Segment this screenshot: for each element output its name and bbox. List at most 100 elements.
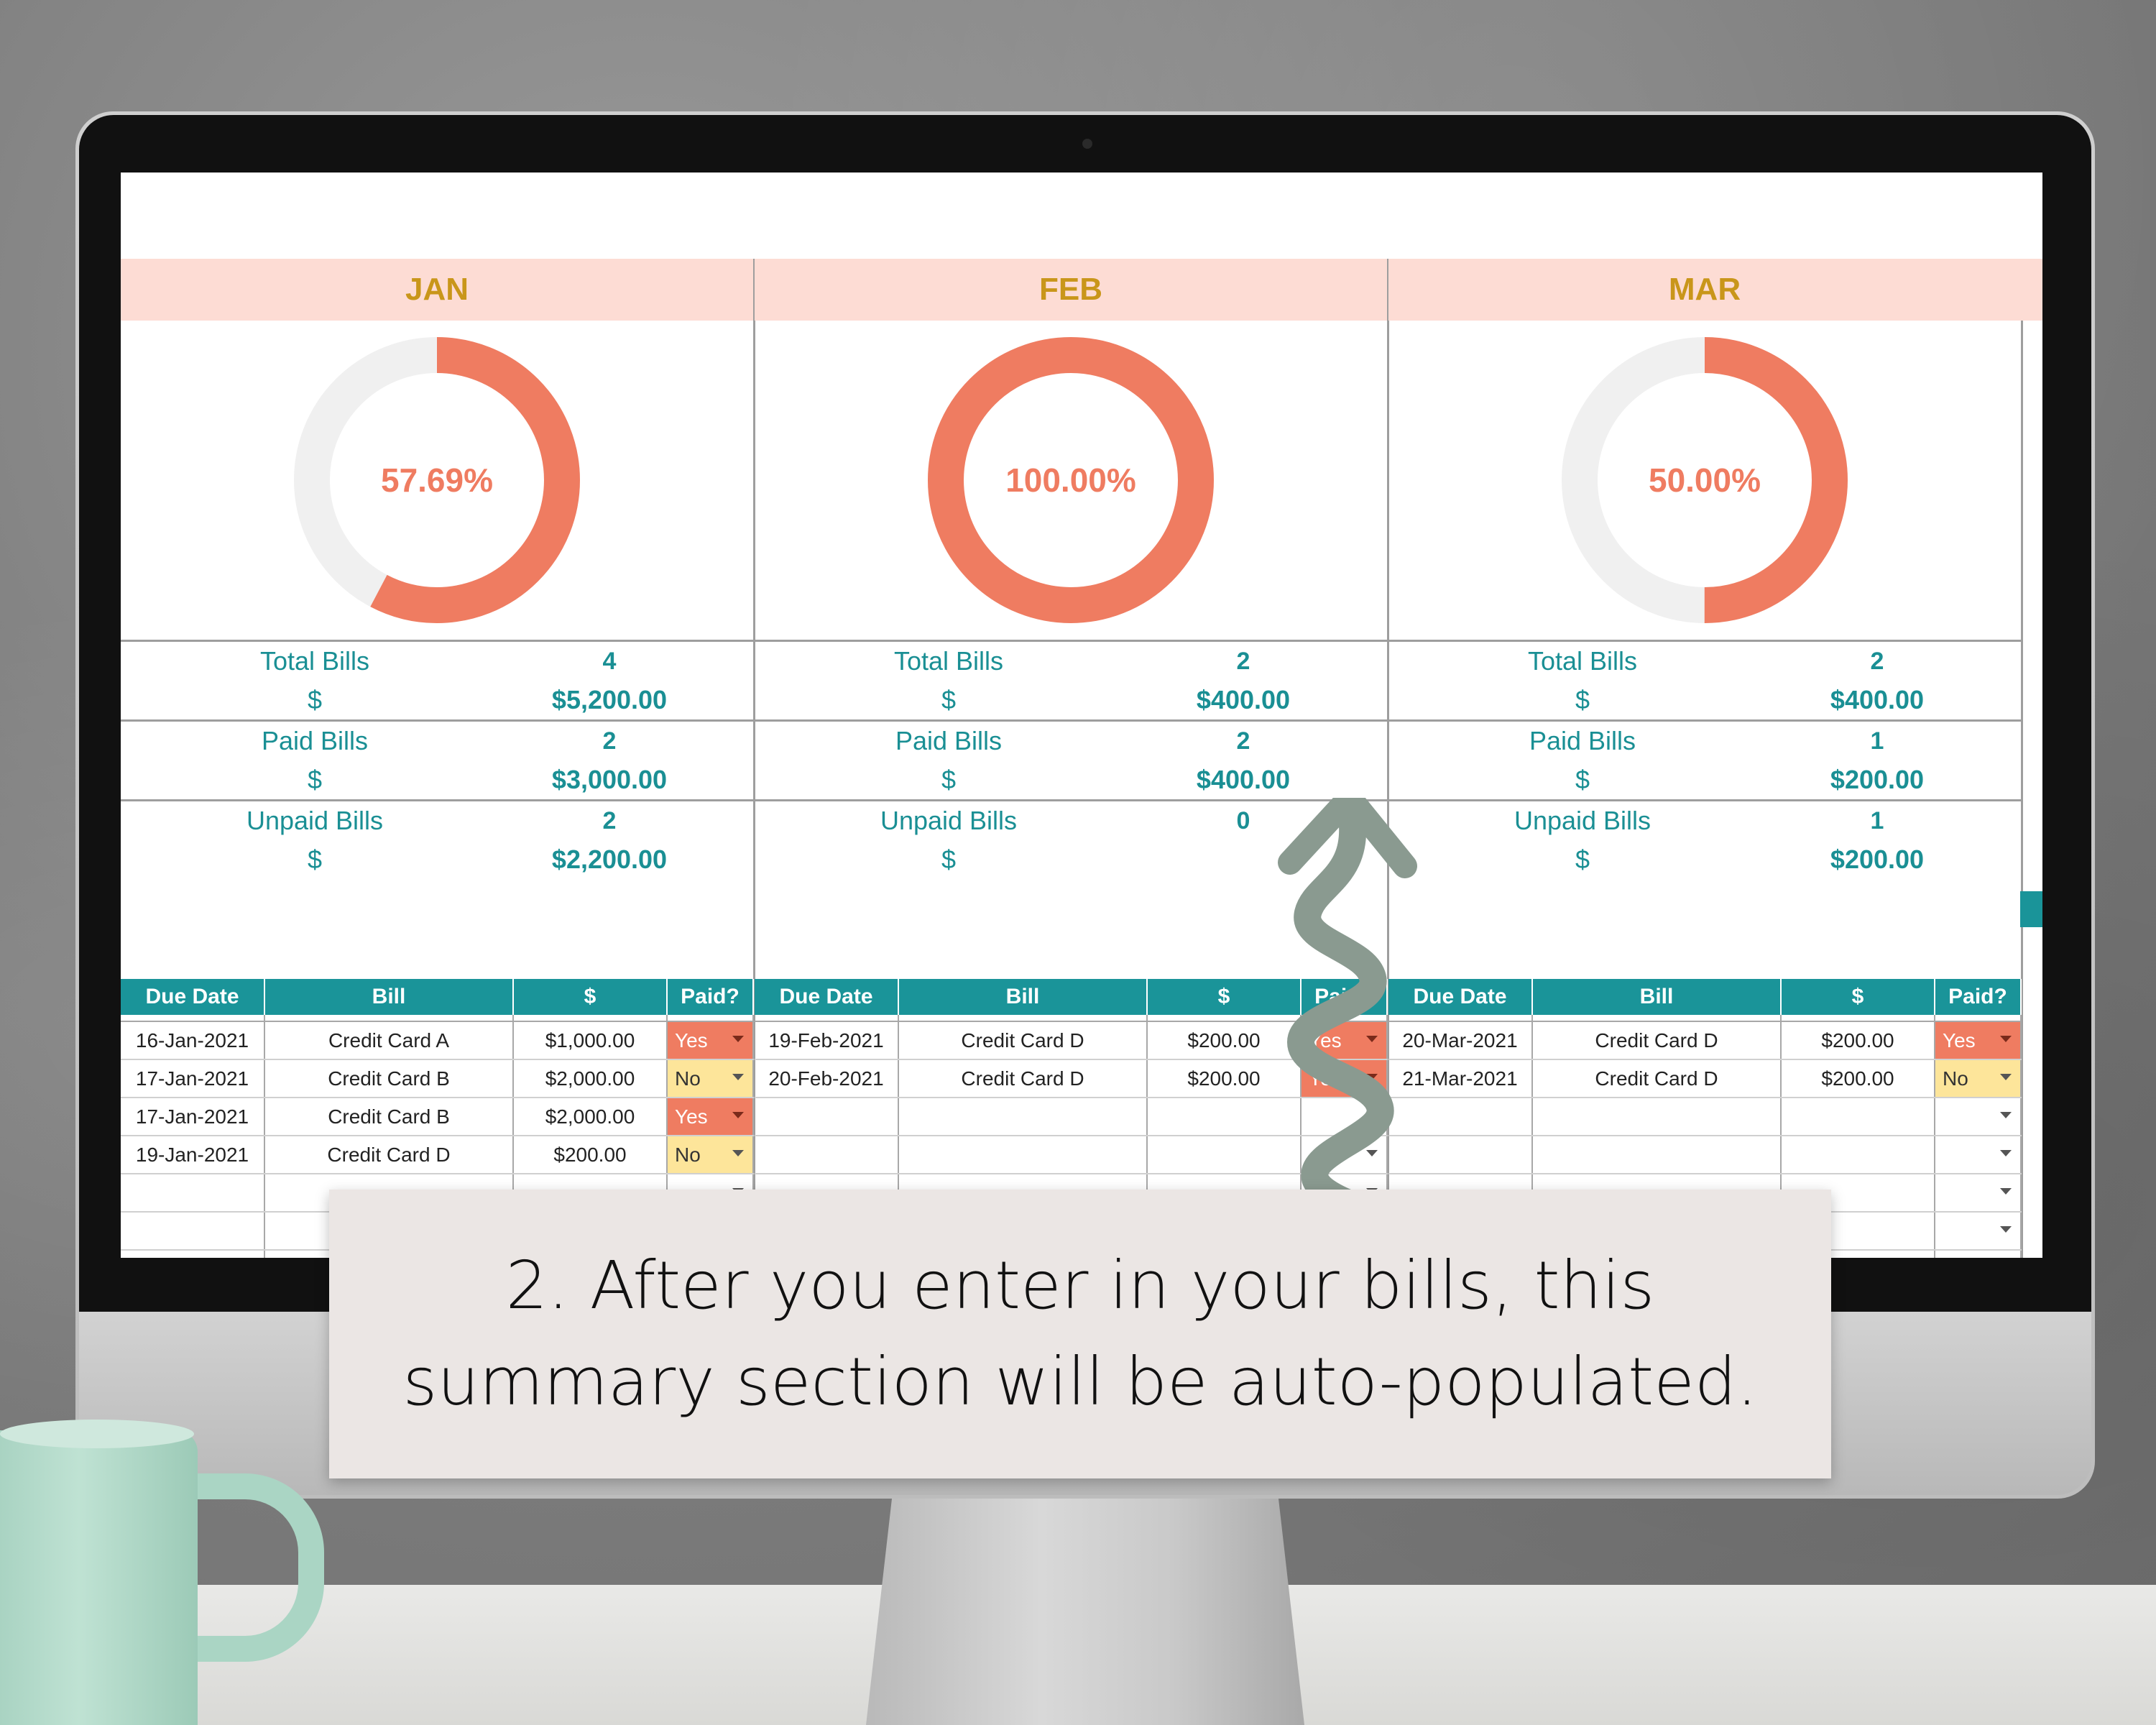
table-row: 20-Mar-2021 Credit Card D $200.00 Yes xyxy=(1388,1021,2022,1060)
cell-date[interactable]: 20-Mar-2021 xyxy=(1388,1021,1533,1060)
cell-amount[interactable] xyxy=(1781,1136,1935,1174)
stat-amount: $3,000.00 xyxy=(551,765,668,794)
donut-chart: 57.69% xyxy=(121,321,753,642)
cell-amount[interactable]: $1,000.00 xyxy=(513,1021,668,1060)
cell-bill[interactable]: Credit Card D xyxy=(898,1021,1148,1060)
month-panel-mar: MAR 50.00% Total Bills $2 $400.00 Paid Bills $… xyxy=(1388,259,2023,1258)
paid-dropdown[interactable]: Yes xyxy=(667,1021,754,1060)
chevron-down-icon[interactable] xyxy=(1366,1150,1378,1156)
cell-date[interactable] xyxy=(755,1136,899,1174)
paid-dropdown[interactable] xyxy=(1935,1136,2022,1174)
donut-chart: 50.00% xyxy=(1388,321,2021,642)
stat-label: Unpaid Bills xyxy=(1514,806,1651,835)
cell-date[interactable] xyxy=(121,1212,265,1251)
paid-dropdown[interactable] xyxy=(1935,1174,2022,1213)
month-title: MAR xyxy=(1388,259,2021,321)
cell-bill[interactable]: Credit Card B xyxy=(264,1098,514,1136)
chevron-down-icon[interactable] xyxy=(2000,1036,2012,1042)
stat-count: 2 xyxy=(1236,648,1250,675)
cell-amount[interactable] xyxy=(1781,1250,1935,1258)
cell-date[interactable] xyxy=(755,1098,899,1136)
paid-dropdown[interactable] xyxy=(1935,1250,2022,1258)
cell-bill[interactable] xyxy=(898,1136,1148,1174)
cell-bill[interactable]: Credit Card A xyxy=(264,1021,514,1060)
cell-bill[interactable]: Credit Card D xyxy=(264,1136,514,1174)
cell-date[interactable]: 19-Jan-2021 xyxy=(121,1136,265,1174)
cell-amount[interactable]: $200.00 xyxy=(1147,1021,1302,1060)
chevron-down-icon[interactable] xyxy=(2000,1074,2012,1080)
camera-icon xyxy=(1082,139,1092,149)
stat-currency: $ xyxy=(941,685,957,714)
cell-date[interactable] xyxy=(121,1174,265,1213)
paid-dropdown[interactable]: Yes xyxy=(667,1098,754,1136)
cell-bill[interactable]: Credit Card D xyxy=(1532,1021,1782,1060)
paid-value: Yes xyxy=(675,1105,708,1128)
paid-dropdown[interactable] xyxy=(1935,1098,2022,1136)
column-header-date: Due Date xyxy=(1388,979,1533,1015)
cell-amount[interactable]: $200.00 xyxy=(513,1136,668,1174)
chevron-down-icon[interactable] xyxy=(2000,1226,2012,1233)
chevron-down-icon[interactable] xyxy=(732,1150,744,1156)
chevron-down-icon[interactable] xyxy=(2000,1188,2012,1195)
stat-amount: $400.00 xyxy=(1830,685,1925,714)
cell-date[interactable]: 20-Feb-2021 xyxy=(755,1059,899,1098)
column-header-amount: $ xyxy=(1147,979,1302,1015)
stat-amount: $400.00 xyxy=(1196,685,1291,714)
cell-bill[interactable]: Credit Card D xyxy=(898,1059,1148,1098)
cell-bill[interactable]: Credit Card B xyxy=(264,1059,514,1098)
stat-label: Paid Bills xyxy=(261,726,369,755)
cell-bill[interactable] xyxy=(898,1098,1148,1136)
cell-date[interactable]: 17-Jan-2021 xyxy=(121,1098,265,1136)
stat-label: Unpaid Bills xyxy=(880,806,1018,835)
bills-table: Due Date Bill $ Paid? 20-Mar-2021 Credit Card… xyxy=(1388,979,2022,1258)
stat-total-bills: Total Bills $2 $400.00 xyxy=(755,642,1387,722)
stat-currency: $ xyxy=(307,685,323,714)
cell-bill[interactable] xyxy=(1532,1098,1782,1136)
column-header-paid: Paid? xyxy=(667,979,754,1015)
table-row: 19-Feb-2021 Credit Card D $200.00 Yes xyxy=(755,1021,1388,1060)
table-row: 16-Jan-2021 Credit Card A $1,000.00 Yes xyxy=(121,1021,754,1060)
stat-amount: $200.00 xyxy=(1830,765,1925,794)
cell-amount[interactable]: $2,000.00 xyxy=(513,1098,668,1136)
stat-label: Total Bills xyxy=(259,646,370,676)
cell-date[interactable]: 17-Jan-2021 xyxy=(121,1059,265,1098)
chevron-down-icon[interactable] xyxy=(2000,1112,2012,1118)
cell-amount[interactable] xyxy=(1147,1098,1302,1136)
chevron-down-icon[interactable] xyxy=(1366,1036,1378,1042)
stat-paid-bills: Paid Bills $1 $200.00 xyxy=(1388,722,2021,801)
cell-date[interactable]: 19-Feb-2021 xyxy=(755,1021,899,1060)
paid-dropdown[interactable] xyxy=(1935,1212,2022,1251)
stat-amount: $200.00 xyxy=(1830,845,1925,874)
monitor-stand xyxy=(866,1495,1304,1725)
chevron-down-icon[interactable] xyxy=(1366,1074,1378,1080)
sheet-header-row xyxy=(121,172,2042,261)
cell-amount[interactable]: $2,000.00 xyxy=(513,1059,668,1098)
cell-amount[interactable]: $200.00 xyxy=(1781,1059,1935,1098)
cell-amount[interactable] xyxy=(1781,1098,1935,1136)
chevron-down-icon[interactable] xyxy=(732,1112,744,1118)
stat-count: 1 xyxy=(1870,727,1884,755)
callout-text: 2. After you enter in your bills, this s… xyxy=(402,1247,1758,1420)
cell-date[interactable] xyxy=(121,1250,265,1258)
paid-dropdown[interactable]: No xyxy=(667,1136,754,1174)
cell-date[interactable]: 16-Jan-2021 xyxy=(121,1021,265,1060)
cell-date[interactable]: 21-Mar-2021 xyxy=(1388,1059,1533,1098)
cell-bill[interactable]: Credit Card D xyxy=(1532,1059,1782,1098)
paid-dropdown[interactable]: No xyxy=(667,1059,754,1098)
chevron-down-icon[interactable] xyxy=(732,1036,744,1042)
chevron-down-icon[interactable] xyxy=(732,1074,744,1080)
chevron-down-icon[interactable] xyxy=(2000,1150,2012,1156)
donut-percent-label: 50.00% xyxy=(1649,461,1761,499)
table-row xyxy=(1388,1098,2022,1136)
stat-unpaid-bills: Unpaid Bills $0 xyxy=(755,801,1387,879)
cell-bill[interactable] xyxy=(1532,1136,1782,1174)
paid-dropdown[interactable]: No xyxy=(1935,1059,2022,1098)
cell-date[interactable] xyxy=(1388,1136,1533,1174)
stat-currency: $ xyxy=(941,845,957,874)
cell-amount[interactable]: $200.00 xyxy=(1147,1059,1302,1098)
cell-amount[interactable] xyxy=(1147,1136,1302,1174)
paid-dropdown[interactable]: Yes xyxy=(1935,1021,2022,1060)
cell-date[interactable] xyxy=(1388,1098,1533,1136)
column-header-paid: Paid? xyxy=(1935,979,2022,1015)
cell-amount[interactable]: $200.00 xyxy=(1781,1021,1935,1060)
